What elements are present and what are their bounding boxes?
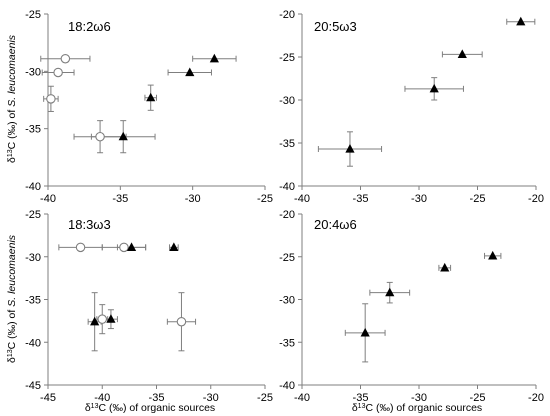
panel-plot-area: -40 -35 -30 -25 -40 -35 -30 -25 bbox=[25, 9, 273, 205]
y-tick-label: -35 bbox=[25, 124, 41, 136]
data-point-circle bbox=[119, 242, 129, 253]
data-point-circle bbox=[53, 67, 63, 78]
data-point-triangle bbox=[209, 53, 219, 63]
data-point-triangle bbox=[385, 287, 395, 297]
data-point-triangle bbox=[345, 144, 355, 153]
data-point-circle bbox=[46, 94, 56, 104]
y-tick-label: -30 bbox=[25, 66, 41, 78]
data-point-triangle bbox=[440, 262, 450, 272]
x-tick-label: -40 bbox=[40, 193, 56, 205]
data-point-triangle bbox=[90, 316, 100, 326]
x-tick-label: -40 bbox=[294, 392, 310, 404]
y-axis-title: δ13C (‰) of S. leucomaenis bbox=[6, 34, 18, 163]
data-point-triangle bbox=[185, 67, 195, 77]
panel-title: 20:5ω3 bbox=[314, 19, 357, 34]
x-axis-title: δ13C (‰) of organic sources bbox=[85, 402, 215, 414]
y-tick-label: -35 bbox=[279, 138, 295, 150]
y-tick-label: -40 bbox=[279, 181, 295, 193]
x-tick-label: -25 bbox=[470, 392, 486, 404]
x-tick-label: -20 bbox=[528, 392, 544, 404]
data-point-circle bbox=[75, 242, 86, 253]
y-tick-label: -25 bbox=[279, 52, 295, 64]
y-tick-label: -40 bbox=[25, 181, 41, 193]
y-tick-label: -40 bbox=[25, 337, 41, 349]
data-point-triangle bbox=[169, 242, 179, 251]
panel-title: 20:4ω6 bbox=[314, 217, 357, 232]
x-tick-label: -35 bbox=[353, 392, 369, 404]
y-tick-label: -25 bbox=[25, 9, 41, 21]
x-tick-label: -30 bbox=[411, 193, 427, 205]
y-tick-label: -35 bbox=[279, 337, 295, 349]
panel-plot-area: -40 -35 -30 -25 -20 -40 -35 -30 -25 -20 bbox=[279, 209, 544, 404]
x-tick-label: -20 bbox=[528, 193, 544, 205]
x-tick-label: -45 bbox=[40, 392, 56, 404]
data-point-circle bbox=[60, 53, 71, 64]
x-tick-label: -35 bbox=[112, 193, 128, 205]
data-point-triangle bbox=[516, 16, 526, 26]
y-tick-label: -20 bbox=[279, 209, 295, 221]
panel-plot-area: -45 -40 -35 -30 -25 -45 -40 -35 -30 -25 bbox=[25, 209, 273, 404]
y-tick-label: -35 bbox=[25, 295, 41, 307]
x-tick-label: -35 bbox=[149, 392, 165, 404]
data-point-triangle bbox=[126, 242, 137, 251]
y-tick-label: -20 bbox=[279, 9, 295, 21]
panel-20-5w3: 20:5ω3 -40 -35 -30 -25 -20 -40 -35 -30 -25 -20 bbox=[279, 9, 544, 205]
data-point-circle bbox=[95, 131, 105, 142]
data-point-triangle bbox=[146, 92, 156, 102]
x-tick-label: -25 bbox=[257, 193, 273, 205]
x-tick-label: -25 bbox=[257, 392, 273, 404]
y-tick-label: -25 bbox=[25, 209, 41, 221]
x-tick-label: -30 bbox=[185, 193, 201, 205]
y-tick-label: -40 bbox=[279, 380, 295, 392]
x-axis-title: δ13C (‰) of organic sources bbox=[352, 402, 482, 414]
x-tick-label: -25 bbox=[470, 193, 486, 205]
panel-title: 18:3ω3 bbox=[68, 217, 111, 232]
panel-18-3w3: 18:3ω3 δ13C (‰) of S. leucomaenis δ13C (… bbox=[6, 209, 273, 414]
data-point-circle bbox=[97, 314, 108, 324]
panel-18-2w6: 18:2ω6 δ13C (‰) of S. leucomaenis -40 -35… bbox=[6, 9, 273, 205]
data-point-triangle bbox=[457, 49, 467, 59]
panel-title: 18:2ω6 bbox=[68, 19, 111, 34]
y-tick-label: -30 bbox=[25, 252, 41, 264]
panel-20-4w6: 20:4ω6 δ13C (‰) of organic sources -40 -3… bbox=[279, 209, 544, 414]
data-point-triangle bbox=[106, 314, 116, 323]
y-tick-label: -45 bbox=[25, 380, 41, 392]
x-tick-label: -40 bbox=[94, 392, 110, 404]
y-tick-label: -30 bbox=[279, 95, 295, 107]
y-tick-label: -25 bbox=[279, 252, 295, 264]
data-point-circle bbox=[176, 316, 187, 327]
y-axis-title: δ13C (‰) of S. leucomaenis bbox=[6, 234, 18, 363]
x-tick-label: -40 bbox=[294, 193, 310, 205]
data-point-triangle bbox=[488, 250, 498, 260]
data-point-triangle bbox=[429, 83, 439, 93]
data-point-triangle bbox=[118, 131, 128, 141]
panel-plot-area: -40 -35 -30 -25 -20 -40 -35 -30 -25 -20 bbox=[279, 9, 544, 205]
y-tick-label: -30 bbox=[279, 295, 295, 307]
x-tick-label: -30 bbox=[203, 392, 219, 404]
x-tick-label: -30 bbox=[411, 392, 427, 404]
data-point-triangle bbox=[360, 327, 370, 337]
x-tick-label: -35 bbox=[353, 193, 369, 205]
